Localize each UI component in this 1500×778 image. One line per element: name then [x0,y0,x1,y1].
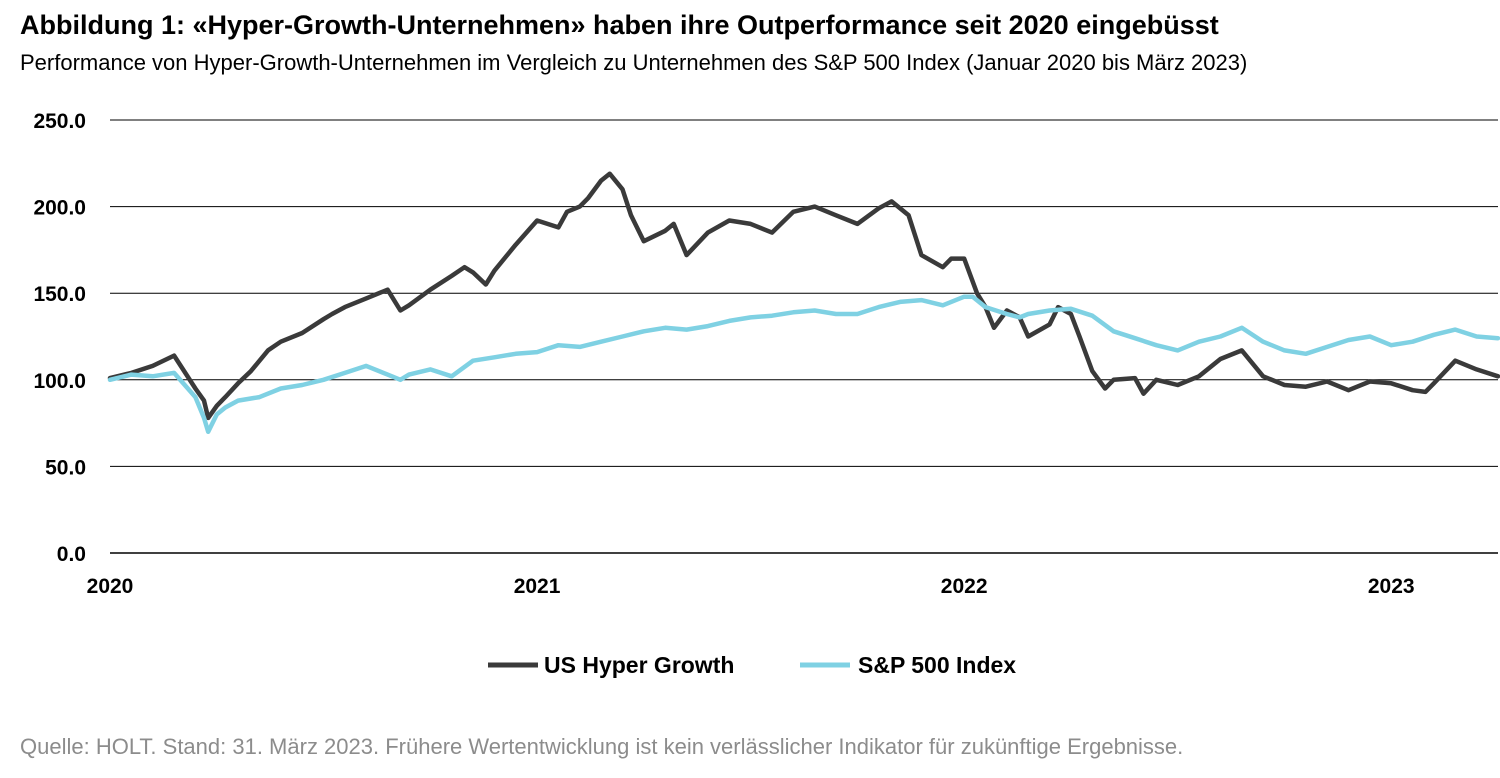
line-chart: 0.0 50.0 100.0 150.0 200.0 250.0 2020 2021 2022… [33,110,1500,678]
x-tick-label: 2020 [87,575,134,598]
chart-title: Abbildung 1: «Hyper-Growth-Unternehmen» … [20,10,1219,40]
chart-subtitle: Performance von Hyper-Growth-Unternehmen… [20,50,1248,75]
y-tick-label: 50.0 [45,456,86,479]
y-tick-label: 250.0 [33,110,86,133]
source-note: Quelle: HOLT. Stand: 31. März 2023. Früh… [20,734,1184,759]
y-axis-labels: 0.0 50.0 100.0 150.0 200.0 250.0 [33,110,86,566]
legend-label: US Hyper Growth [544,652,734,678]
legend: US Hyper Growth S&P 500 Index [488,652,1016,678]
x-tick-label: 2022 [941,575,988,598]
legend-label: S&P 500 Index [858,652,1016,678]
x-tick-label: 2023 [1368,575,1415,598]
series-line-us-hyper-growth [107,171,1500,421]
x-tick-label: 2021 [514,575,561,598]
series-lines [107,171,1500,435]
series-line-sp500-index [107,294,1500,435]
gridlines [110,119,1498,554]
y-tick-label: 150.0 [33,283,86,306]
y-tick-label: 0.0 [57,543,86,566]
x-axis-labels: 2020 2021 2022 2023 [87,575,1415,598]
y-tick-label: 100.0 [33,370,86,393]
y-tick-label: 200.0 [33,197,86,220]
